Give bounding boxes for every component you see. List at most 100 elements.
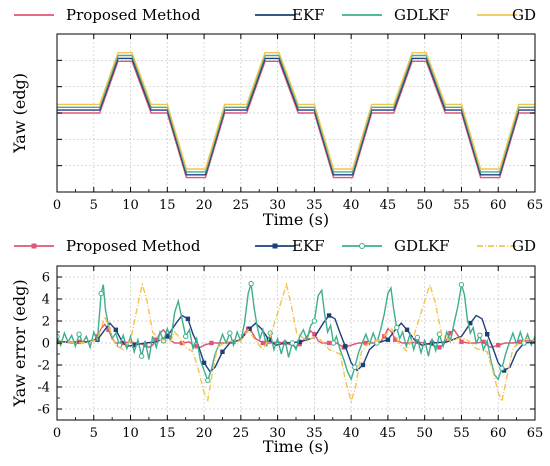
data-point [352,364,358,370]
data-point [76,331,82,337]
data-point [393,337,398,342]
x-tick-label: 35 [306,198,323,213]
series-line-gdlkf [57,283,535,383]
x-tick-label: 60 [490,426,507,441]
data-point [209,340,214,346]
series-line-ekf [57,57,535,176]
legend-item: Proposed Method [14,237,201,255]
x-tick-label: 25 [233,198,250,213]
legend-label: GD [512,237,536,255]
y-tick-label: 6 [42,271,50,286]
data-point [185,316,191,321]
data-point [501,368,507,373]
data-point [499,365,505,371]
data-point [468,321,473,326]
data-point [437,345,442,350]
data-point [374,340,380,346]
data-point [326,313,332,318]
legend-label: EKF [292,237,325,255]
data-point [182,333,189,340]
legend: Proposed Method EKF GDLKF GD [14,6,536,24]
data-point [343,344,348,349]
legend-label: GDLKF [394,237,450,255]
x-tick-label: 65 [527,198,544,213]
data-point [429,340,435,346]
data-point [311,318,318,324]
x-tick-label: 50 [416,198,433,213]
x-tick-label: 35 [306,426,323,441]
series-group [57,280,535,404]
x-tick-label: 30 [269,426,286,441]
data-point [154,337,159,342]
data-point [363,340,369,346]
data-point [113,327,119,332]
data-point [297,339,302,345]
y-axis-label: Yaw error (edg) [10,279,29,407]
y-tick-label: -6 [37,403,50,418]
data-point [106,327,111,332]
series-line-gd [57,282,535,404]
data-point [227,330,233,336]
legend-item: Proposed Method [14,6,201,24]
series-line-gd [57,52,535,170]
x-axis-label: Time (s) [263,437,329,456]
data-point [248,280,254,287]
series-line-proposed-method [57,60,535,179]
legend-label: GD [512,6,536,24]
y-tick-label: -4 [37,381,50,396]
legend-item: GD [477,237,536,255]
y-axis [57,59,535,167]
x-tick-label: 30 [269,198,286,213]
x-tick-label: 0 [53,426,61,441]
y-tick-label: 0 [42,337,50,352]
x-tick-label: 5 [90,426,98,441]
data-point [485,332,490,337]
data-point [414,334,421,341]
x-axis: 0 5 10 15 20 25 30 35 40 45 50 55 60 65 [53,34,543,213]
data-point [289,340,296,346]
data-point [326,340,332,346]
legend-item: EKF [255,6,325,24]
x-tick-label: 10 [122,198,139,213]
data-point [143,343,148,348]
y-tick-label: 4 [42,293,50,308]
data-point [220,349,225,354]
x-tick-label: 15 [159,198,176,213]
legend-item: GDLKF [342,6,450,24]
legend-label: Proposed Method [66,237,201,255]
x-tick-label: 25 [233,426,250,441]
data-point [194,344,199,349]
y-tick-label: -2 [37,359,50,374]
legend-marker [31,243,37,249]
legend-label: EKF [292,6,325,24]
data-point [448,330,453,336]
x-tick-label: 40 [343,426,360,441]
data-point [360,362,366,368]
x-axis-label: Time (s) [263,210,329,229]
data-point [385,337,391,342]
data-point [57,339,60,345]
data-point [481,339,486,345]
x-tick-label: 0 [53,198,61,213]
data-point [179,340,185,346]
data-point [394,324,400,331]
legend-item: GDLKF [342,237,450,255]
data-point [138,353,145,359]
legend-marker [359,243,365,249]
legend: Proposed Method EKF GDLKF GD [14,237,536,255]
y-tick-label: 2 [42,315,50,330]
data-point [496,343,501,348]
data-point [330,340,337,346]
x-tick-label: 50 [416,426,433,441]
x-tick-label: 10 [122,426,139,441]
x-axis: 0 5 10 15 20 25 30 35 40 45 50 55 60 65 [53,266,543,441]
x-tick-label: 15 [159,426,176,441]
x-tick-label: 5 [90,198,98,213]
x-tick-label: 20 [196,426,213,441]
data-point [404,327,410,332]
data-point [132,343,137,348]
series-group [57,52,535,179]
x-tick-label: 55 [453,198,470,213]
x-tick-label: 40 [343,198,360,213]
